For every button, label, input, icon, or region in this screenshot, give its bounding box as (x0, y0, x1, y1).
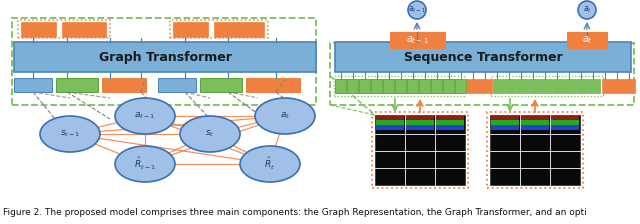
Bar (371, 79, 382, 93)
Bar (491, 120, 519, 125)
Bar (443, 79, 454, 93)
Bar (372, 112, 468, 188)
Bar (551, 125, 579, 130)
Bar (577, 79, 588, 93)
Bar (330, 43, 634, 105)
Bar (491, 115, 519, 120)
Text: $a_{t-1}$: $a_{t-1}$ (408, 5, 426, 15)
Text: $a_{t-1}$: $a_{t-1}$ (406, 34, 428, 46)
Bar (541, 79, 552, 93)
Bar (553, 79, 564, 93)
Bar (462, 79, 492, 93)
Text: $a_{t-1}$: $a_{t-1}$ (134, 111, 156, 121)
Bar (431, 79, 442, 93)
Bar (551, 115, 579, 120)
Ellipse shape (180, 116, 240, 152)
Bar (375, 115, 465, 185)
Bar (173, 22, 208, 37)
Bar (18, 20, 110, 38)
Bar (487, 112, 583, 188)
Bar (406, 115, 434, 120)
Bar (158, 78, 196, 92)
Bar (200, 78, 242, 92)
Bar (491, 76, 603, 96)
Bar (335, 79, 461, 93)
Bar (436, 120, 464, 125)
Bar (419, 79, 430, 93)
Bar (390, 32, 445, 48)
Bar (376, 120, 404, 125)
Bar (436, 125, 464, 130)
Bar (521, 125, 549, 130)
Bar (21, 22, 56, 37)
Text: Graph Transformer: Graph Transformer (99, 50, 232, 63)
Bar (376, 115, 404, 120)
Bar (455, 79, 466, 93)
Bar (246, 78, 300, 92)
Bar (334, 76, 464, 96)
Bar (170, 20, 268, 38)
Bar (589, 79, 600, 93)
Text: $a_t$: $a_t$ (582, 5, 591, 15)
Bar (359, 79, 370, 93)
Bar (521, 115, 549, 120)
Text: $s_{t-1}$: $s_{t-1}$ (60, 129, 80, 139)
Text: $a_t$: $a_t$ (582, 34, 593, 46)
Ellipse shape (115, 98, 175, 134)
Ellipse shape (255, 98, 315, 134)
Ellipse shape (115, 146, 175, 182)
Bar (529, 79, 540, 93)
Bar (490, 115, 580, 185)
Bar (383, 79, 394, 93)
Bar (102, 78, 146, 92)
Bar (406, 125, 434, 130)
Bar (14, 78, 52, 92)
Bar (12, 18, 316, 105)
Text: $s_t$: $s_t$ (205, 129, 214, 139)
Ellipse shape (40, 116, 100, 152)
Bar (407, 79, 418, 93)
Bar (521, 120, 549, 125)
Bar (335, 79, 346, 93)
Bar (376, 125, 404, 130)
Text: $\hat{R}_{t-1}$: $\hat{R}_{t-1}$ (134, 156, 156, 172)
Bar (56, 78, 98, 92)
Bar (62, 22, 106, 37)
Bar (517, 79, 528, 93)
Bar (565, 79, 576, 93)
Text: Figure 2. The proposed model comprises three main components: the Graph Represen: Figure 2. The proposed model comprises t… (3, 208, 587, 217)
Text: $a_t$: $a_t$ (280, 111, 290, 121)
Bar (406, 120, 434, 125)
Circle shape (408, 1, 426, 19)
Bar (14, 42, 316, 72)
Text: Sequence Transformer: Sequence Transformer (404, 50, 563, 63)
Bar (335, 42, 631, 72)
Bar (567, 32, 607, 48)
Bar (395, 79, 406, 93)
Text: $\hat{R}_t$: $\hat{R}_t$ (264, 156, 276, 172)
Bar (551, 120, 579, 125)
Bar (491, 125, 519, 130)
Circle shape (578, 1, 596, 19)
Ellipse shape (240, 146, 300, 182)
Bar (493, 79, 504, 93)
Bar (347, 79, 358, 93)
Bar (602, 79, 635, 93)
Bar (436, 115, 464, 120)
Bar (505, 79, 516, 93)
Bar (214, 22, 264, 37)
